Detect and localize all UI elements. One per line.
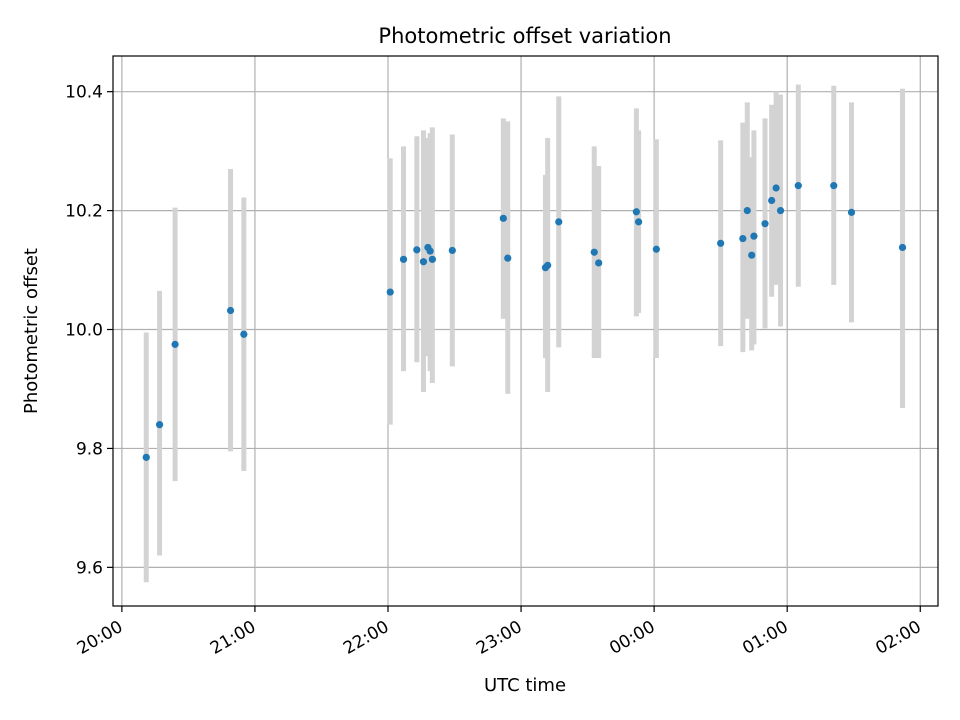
y-axis-label: Photometric offset [21,248,42,414]
data-point [544,261,552,269]
data-point [772,184,780,192]
data-point [386,288,394,296]
data-point [419,258,428,266]
y-tick-label: 10.2 [65,202,103,222]
y-axis: 9.6 9.8 10.0 10.2 10.4 [65,83,113,578]
data-point [776,206,785,215]
data-point [504,254,512,262]
data-point [555,218,563,226]
plot-area [113,56,938,606]
data-point [717,239,725,247]
data-point [413,246,421,254]
y-tick-label: 10.4 [65,83,103,103]
data-points [142,182,907,461]
data-point [794,182,802,190]
y-tick-label: 9.6 [76,558,103,578]
data-point [240,330,248,338]
data-point [171,340,179,348]
data-point [898,243,907,252]
y-tick-label: 10.0 [65,321,103,341]
data-point [847,208,856,216]
data-point [768,196,776,205]
plot-frame [112,55,939,607]
data-point [739,234,747,243]
data-point [428,255,436,263]
data-point [426,247,434,255]
data-point [761,220,769,228]
data-point [155,421,164,429]
data-point [652,245,660,253]
data-point [750,232,758,240]
data-point [590,248,598,256]
data-point [743,206,751,215]
chart-title: Photometric offset variation [378,24,671,48]
data-point [748,251,756,259]
data-point [448,246,456,255]
data-point [635,218,643,226]
data-point [142,453,150,461]
data-point [830,182,838,190]
y-tick-label: 9.8 [76,439,103,459]
x-axis-label: UTC time [484,675,566,696]
data-point [595,259,603,267]
data-point [499,214,507,222]
data-point [399,255,408,263]
data-point [226,306,235,315]
data-point [632,208,640,216]
